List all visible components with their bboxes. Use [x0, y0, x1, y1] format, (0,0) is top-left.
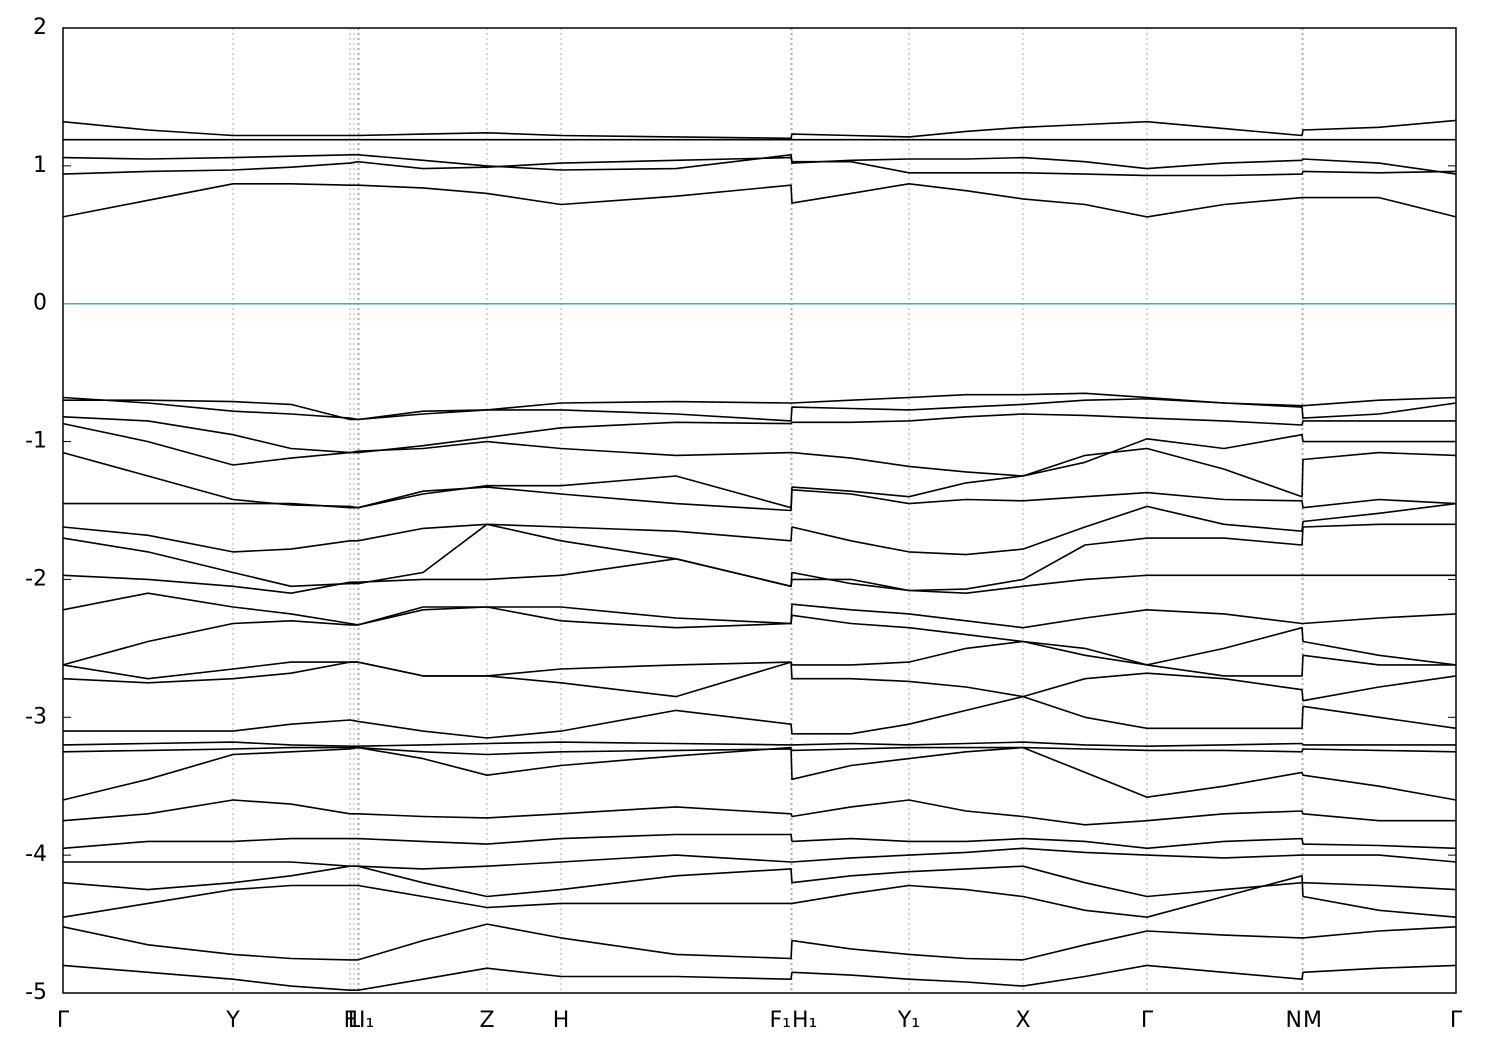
band-line — [62, 741, 1456, 747]
x-tick-label: Γ — [57, 1008, 70, 1033]
y-tick-label: -5 — [25, 980, 47, 1005]
band-line — [62, 923, 1457, 961]
x-tick-label: M — [1303, 1008, 1322, 1033]
band-line — [62, 964, 1457, 991]
band-line — [63, 398, 1457, 422]
band-line — [62, 523, 1456, 592]
band-line — [62, 865, 1457, 898]
x-tick-label: Γ — [1141, 1008, 1154, 1033]
x-tick-label: F₁ — [770, 1008, 791, 1033]
plot-frame — [62, 27, 1457, 994]
x-tick-label: X — [1015, 1008, 1030, 1033]
band-line — [62, 154, 1457, 177]
band-line — [62, 799, 1456, 826]
x-tick-label: F — [344, 1008, 357, 1033]
band-line — [62, 661, 1457, 702]
x-tick-label: Y₁ — [897, 1008, 920, 1033]
band-line — [62, 156, 1457, 175]
band-line — [63, 847, 1457, 870]
band-line — [62, 833, 1457, 850]
band-line — [62, 640, 1456, 680]
y-tick-label: 2 — [33, 15, 47, 40]
band-line — [62, 592, 1457, 629]
band-line — [62, 746, 1457, 756]
x-tick-label: H₁ — [792, 1008, 817, 1033]
y-tick-label: -3 — [25, 704, 47, 729]
x-tick-label: N — [1286, 1008, 1302, 1033]
band-line — [62, 183, 1457, 218]
band-line — [62, 119, 1457, 140]
band-line — [62, 746, 1457, 801]
band-line — [62, 422, 1456, 477]
y-tick-label: 1 — [33, 153, 47, 178]
y-tick-label: -1 — [25, 429, 47, 454]
band-line — [63, 695, 1457, 739]
x-tick-label: I — [352, 1008, 359, 1033]
y-tick-label: -4 — [25, 842, 47, 867]
x-tick-label: Γ — [1450, 1008, 1463, 1033]
x-tick-label: I₁ — [359, 1008, 374, 1033]
y-tick-label: 0 — [33, 291, 47, 316]
band-line — [62, 875, 1457, 918]
x-tick-label: H — [553, 1008, 570, 1033]
band-line — [62, 413, 1456, 454]
band-line — [62, 502, 1457, 556]
x-tick-label: Z — [479, 1008, 494, 1033]
x-tick-label: L — [348, 1008, 361, 1033]
x-tick-label: Y — [225, 1008, 240, 1033]
band-line — [63, 486, 1457, 512]
plot-area — [62, 27, 1457, 994]
band-line — [62, 606, 1457, 666]
band-line — [62, 558, 1456, 594]
y-tick-label: -2 — [25, 566, 47, 591]
